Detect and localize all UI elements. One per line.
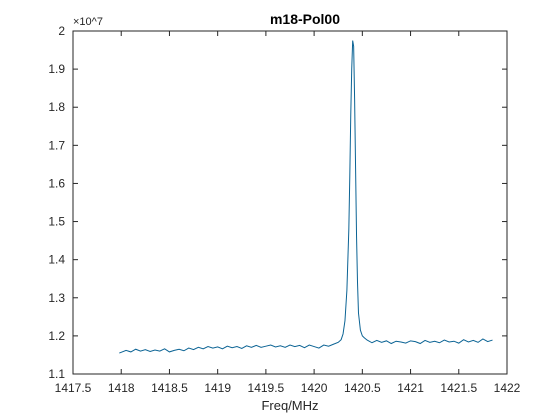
x-tick-label: 1420 — [301, 381, 328, 395]
x-tick-label: 1421 — [397, 381, 424, 395]
x-tick-label: 1419 — [204, 381, 231, 395]
x-tick-label: 1418 — [108, 381, 135, 395]
y-axis-exponent: ×10^7 — [73, 16, 103, 28]
y-tick-label: 1.2 — [48, 329, 65, 343]
chart-title: m18-Pol00 — [270, 11, 340, 27]
plot-area-box — [72, 30, 508, 375]
x-tick-label: 1419.5 — [248, 381, 285, 395]
x-tick-label: 1417.5 — [55, 381, 92, 395]
y-tick-label: 2 — [58, 24, 65, 38]
x-tick-label: 1422 — [494, 381, 521, 395]
y-tick-label: 1.4 — [48, 253, 65, 267]
y-tick-label: 1.1 — [48, 367, 65, 381]
x-tick-label: 1418.5 — [151, 381, 188, 395]
y-tick-label: 1.8 — [48, 100, 65, 114]
x-tick-label: 1421.5 — [440, 381, 477, 395]
y-axis-ticks: 1.1 1.2 1.3 1.4 1.5 1.6 1.7 1.8 1.9 2 — [48, 24, 507, 381]
y-tick-label: 1.7 — [48, 138, 65, 152]
x-axis-ticks: 1417.5 1418 1418.5 1419 1419.5 1420 1420.5 1421… — [55, 31, 521, 395]
y-tick-label: 1.3 — [48, 291, 65, 305]
y-tick-label: 1.5 — [48, 215, 65, 229]
x-axis-label: Freq/MHz — [261, 398, 318, 413]
y-tick-label: 1.6 — [48, 176, 65, 190]
series-line — [119, 40, 493, 354]
y-tick-label: 1.9 — [48, 62, 65, 76]
x-tick-label: 1420.5 — [344, 381, 381, 395]
